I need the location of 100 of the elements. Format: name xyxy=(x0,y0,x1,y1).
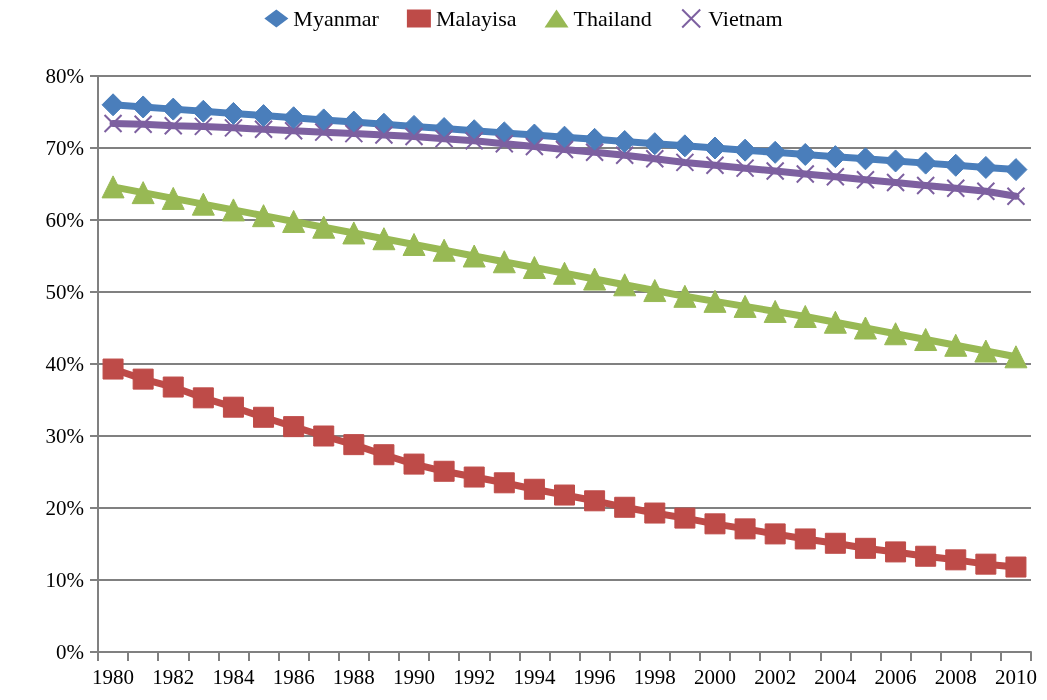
point xyxy=(314,122,334,142)
point xyxy=(793,142,817,166)
point xyxy=(763,140,787,164)
point xyxy=(643,132,667,156)
point xyxy=(734,518,756,540)
point xyxy=(855,170,875,190)
point xyxy=(614,496,636,518)
point xyxy=(342,110,366,134)
point xyxy=(583,267,607,291)
point xyxy=(944,333,968,357)
point xyxy=(223,118,243,138)
point xyxy=(163,116,183,136)
point xyxy=(886,173,906,193)
x-tick-label: 2000 xyxy=(693,664,736,689)
x-tick-label: 2008 xyxy=(934,664,977,689)
point xyxy=(795,164,815,184)
y-tick-label: 40% xyxy=(45,352,84,376)
point xyxy=(583,127,607,151)
point xyxy=(585,142,605,162)
x-tick-label: 1980 xyxy=(92,664,135,689)
point xyxy=(252,204,276,228)
y-tick-label: 70% xyxy=(45,136,84,160)
point xyxy=(733,138,757,162)
point xyxy=(974,339,998,363)
point xyxy=(433,460,455,482)
point xyxy=(103,114,123,134)
point xyxy=(825,167,845,187)
point xyxy=(554,484,575,506)
y-tick-label: 20% xyxy=(45,496,84,520)
point xyxy=(283,416,305,438)
legend-label: Myanmar xyxy=(293,6,380,31)
point xyxy=(284,121,304,141)
point xyxy=(342,221,366,245)
x-tick-label: 1994 xyxy=(513,664,556,689)
point xyxy=(193,116,213,136)
point xyxy=(613,273,637,297)
point xyxy=(974,155,998,179)
point xyxy=(192,387,214,409)
point xyxy=(975,553,997,575)
point xyxy=(161,186,185,210)
point xyxy=(794,528,816,550)
x-tick-label: 1984 xyxy=(212,664,255,689)
point xyxy=(673,134,697,158)
point xyxy=(674,507,696,529)
point xyxy=(553,261,576,285)
point xyxy=(282,209,306,233)
point xyxy=(703,289,727,313)
point xyxy=(492,250,516,274)
point xyxy=(221,198,245,222)
x-tick-label: 1990 xyxy=(393,664,436,689)
point xyxy=(914,328,938,352)
point xyxy=(101,93,125,117)
point xyxy=(915,545,937,567)
y-tick-label: 10% xyxy=(45,568,84,592)
point xyxy=(432,238,456,262)
point xyxy=(523,478,545,500)
x-tick-label: 1998 xyxy=(633,664,676,689)
point xyxy=(313,425,335,447)
point xyxy=(1004,345,1028,369)
x-tick-label: 1992 xyxy=(453,664,496,689)
point xyxy=(312,215,336,239)
x-tick-label: 2010 xyxy=(994,664,1037,689)
point xyxy=(916,175,936,195)
point xyxy=(793,304,817,328)
y-tick-label: 30% xyxy=(45,424,84,448)
point xyxy=(764,523,786,545)
point xyxy=(102,358,124,380)
point xyxy=(101,175,125,199)
point xyxy=(131,95,155,119)
y-tick-label: 80% xyxy=(45,64,84,88)
point xyxy=(374,125,394,145)
point xyxy=(673,284,697,308)
point xyxy=(253,406,275,428)
point xyxy=(462,244,486,268)
x-tick-label: 2002 xyxy=(754,664,797,689)
point xyxy=(824,532,846,554)
point xyxy=(615,145,635,165)
point xyxy=(584,490,606,512)
point xyxy=(675,152,695,172)
point xyxy=(522,123,546,147)
point xyxy=(853,147,877,171)
point xyxy=(884,149,908,173)
point xyxy=(372,227,396,251)
point xyxy=(884,322,908,346)
point xyxy=(823,145,847,169)
point xyxy=(161,97,185,121)
point xyxy=(344,124,364,144)
point xyxy=(945,549,967,571)
point xyxy=(402,232,426,256)
point xyxy=(613,130,637,154)
x-tick-label: 1996 xyxy=(573,664,616,689)
point xyxy=(494,134,514,154)
point xyxy=(735,158,755,178)
point xyxy=(162,376,184,398)
point xyxy=(704,513,726,535)
legend-label: Malayisa xyxy=(435,6,517,31)
point xyxy=(854,537,876,559)
point xyxy=(885,541,907,563)
point xyxy=(222,396,244,418)
point xyxy=(131,181,155,205)
